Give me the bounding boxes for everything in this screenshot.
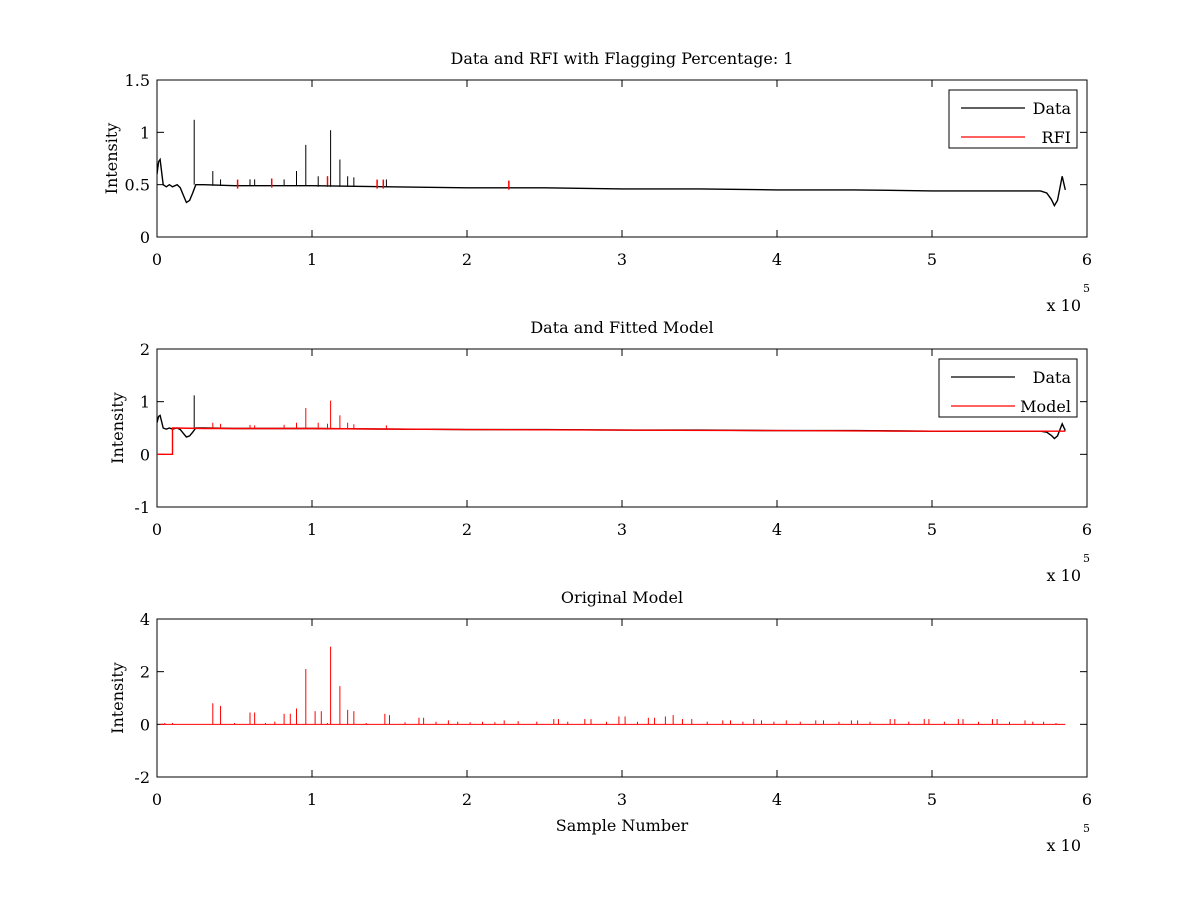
x-tick-label: 4: [772, 520, 782, 539]
y-tick-label: 2: [140, 340, 150, 359]
x-tick-label: 0: [152, 520, 162, 539]
x-tick-label: 0: [152, 250, 162, 269]
y-tick-label: -2: [134, 768, 150, 787]
y-tick-label: 0.5: [125, 176, 150, 195]
x-tick-label: 5: [927, 250, 937, 269]
legend-label-rfi: RFI: [1042, 128, 1071, 147]
x-tick-label: 5: [927, 520, 937, 539]
x-tick-label: 3: [617, 250, 627, 269]
x-tick-label: 2: [462, 250, 472, 269]
x-tick-label: 1: [307, 790, 317, 809]
legend-label-data: Data: [1033, 368, 1072, 387]
legend-label-data: Data: [1033, 99, 1072, 118]
x-tick-label: 6: [1082, 250, 1092, 269]
axes-box: [156, 618, 1088, 778]
chart-title: Data and RFI with Flagging Percentage: 1: [450, 49, 793, 68]
x-tick-label: 6: [1082, 520, 1092, 539]
x-multiplier-exponent: 5: [1083, 552, 1090, 565]
y-tick-label: 0: [140, 715, 150, 734]
chart-title: Data and Fitted Model: [530, 318, 713, 337]
y-tick-label: 2: [140, 663, 150, 682]
y-tick-label: -1: [134, 498, 150, 517]
y-tick-label: 0: [140, 228, 150, 247]
y-tick-label: 1.5: [125, 71, 150, 90]
data-series-line: [157, 157, 1066, 208]
x-tick-label: 1: [307, 520, 317, 539]
x-tick-label: 1: [307, 250, 317, 269]
legend-box: [948, 89, 1078, 149]
y-tick-label: 1: [140, 123, 150, 142]
x-tick-label: 3: [617, 520, 627, 539]
plot-area: [157, 119, 1066, 208]
x-tick-label: 2: [462, 520, 472, 539]
x-tick-label: 2: [462, 790, 472, 809]
x-multiplier-exponent: 5: [1083, 282, 1090, 295]
y-axis-label: Intensity: [102, 123, 121, 195]
legend: Data RFI: [948, 89, 1078, 149]
y-tick-label: 1: [140, 393, 150, 412]
x-multiplier-exponent: 5: [1083, 822, 1090, 835]
plot-area: [160, 646, 1066, 725]
x-axis-label: Sample Number: [556, 816, 689, 835]
axes-box: [156, 79, 1088, 238]
subplot-1: 0 1 2 3 4 5 6 0 0.5 1 1.5 Data and RFI with Flaggin…: [102, 49, 1092, 315]
x-tick-label: 6: [1082, 790, 1092, 809]
x-multiplier: x 10: [1047, 566, 1081, 585]
x-tick-label: 4: [772, 250, 782, 269]
x-tick-label: 0: [152, 790, 162, 809]
chart-title: Original Model: [561, 588, 683, 607]
x-tick-label: 4: [772, 790, 782, 809]
legend-label-model: Model: [1020, 397, 1071, 416]
x-multiplier: x 10: [1047, 296, 1081, 315]
legend-box: [938, 358, 1078, 418]
y-tick-label: 0: [140, 445, 150, 464]
x-multiplier: x 10: [1047, 836, 1081, 855]
model-series-line: [157, 427, 1066, 455]
x-tick-label: 5: [927, 790, 937, 809]
x-tick-label: 3: [617, 790, 627, 809]
y-tick-label: 4: [140, 610, 150, 629]
plot-area: [157, 395, 1066, 455]
y-axis-label: Intensity: [108, 662, 127, 734]
y-axis-label: Intensity: [108, 392, 127, 464]
legend: Data Model: [938, 358, 1078, 418]
